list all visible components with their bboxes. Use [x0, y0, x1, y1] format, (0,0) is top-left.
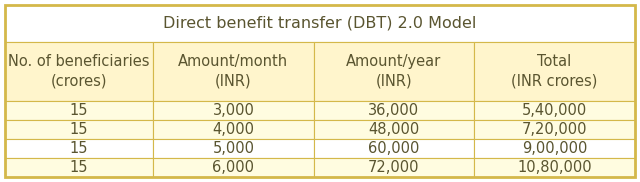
Bar	[474, 120, 635, 139]
Text: 10,80,000: 10,80,000	[517, 161, 592, 175]
Bar	[314, 101, 474, 120]
Bar	[314, 120, 474, 139]
Bar	[5, 139, 153, 158]
Text: 3,000: 3,000	[212, 103, 254, 118]
Bar	[5, 120, 153, 139]
Text: 15: 15	[70, 103, 88, 118]
Bar	[474, 42, 635, 101]
Bar	[5, 158, 153, 177]
Text: 4,000: 4,000	[212, 122, 255, 137]
Text: 72,000: 72,000	[368, 161, 420, 175]
Text: 15: 15	[70, 141, 88, 156]
Bar	[153, 42, 314, 101]
Bar	[314, 158, 474, 177]
Text: Amount/month
(INR): Amount/month (INR)	[179, 54, 289, 89]
Bar	[153, 120, 314, 139]
Bar	[153, 101, 314, 120]
Bar	[314, 42, 474, 101]
Text: No. of beneficiaries
(crores): No. of beneficiaries (crores)	[8, 54, 150, 89]
Text: 15: 15	[70, 161, 88, 175]
Text: Direct benefit transfer (DBT) 2.0 Model: Direct benefit transfer (DBT) 2.0 Model	[163, 16, 477, 31]
Bar	[474, 158, 635, 177]
Bar	[314, 139, 474, 158]
Text: 5,40,000: 5,40,000	[522, 103, 588, 118]
Text: 5,000: 5,000	[212, 141, 255, 156]
Bar	[5, 5, 635, 42]
Text: 36,000: 36,000	[369, 103, 420, 118]
Text: 60,000: 60,000	[368, 141, 420, 156]
Text: 9,00,000: 9,00,000	[522, 141, 588, 156]
Bar	[474, 101, 635, 120]
Text: 48,000: 48,000	[369, 122, 420, 137]
Bar	[5, 101, 153, 120]
Bar	[5, 42, 153, 101]
Bar	[153, 139, 314, 158]
Text: 15: 15	[70, 122, 88, 137]
Text: Total
(INR crores): Total (INR crores)	[511, 54, 598, 89]
Bar	[153, 158, 314, 177]
Bar	[474, 139, 635, 158]
Text: 7,20,000: 7,20,000	[522, 122, 588, 137]
Text: Amount/year
(INR): Amount/year (INR)	[346, 54, 442, 89]
Text: 6,000: 6,000	[212, 161, 255, 175]
